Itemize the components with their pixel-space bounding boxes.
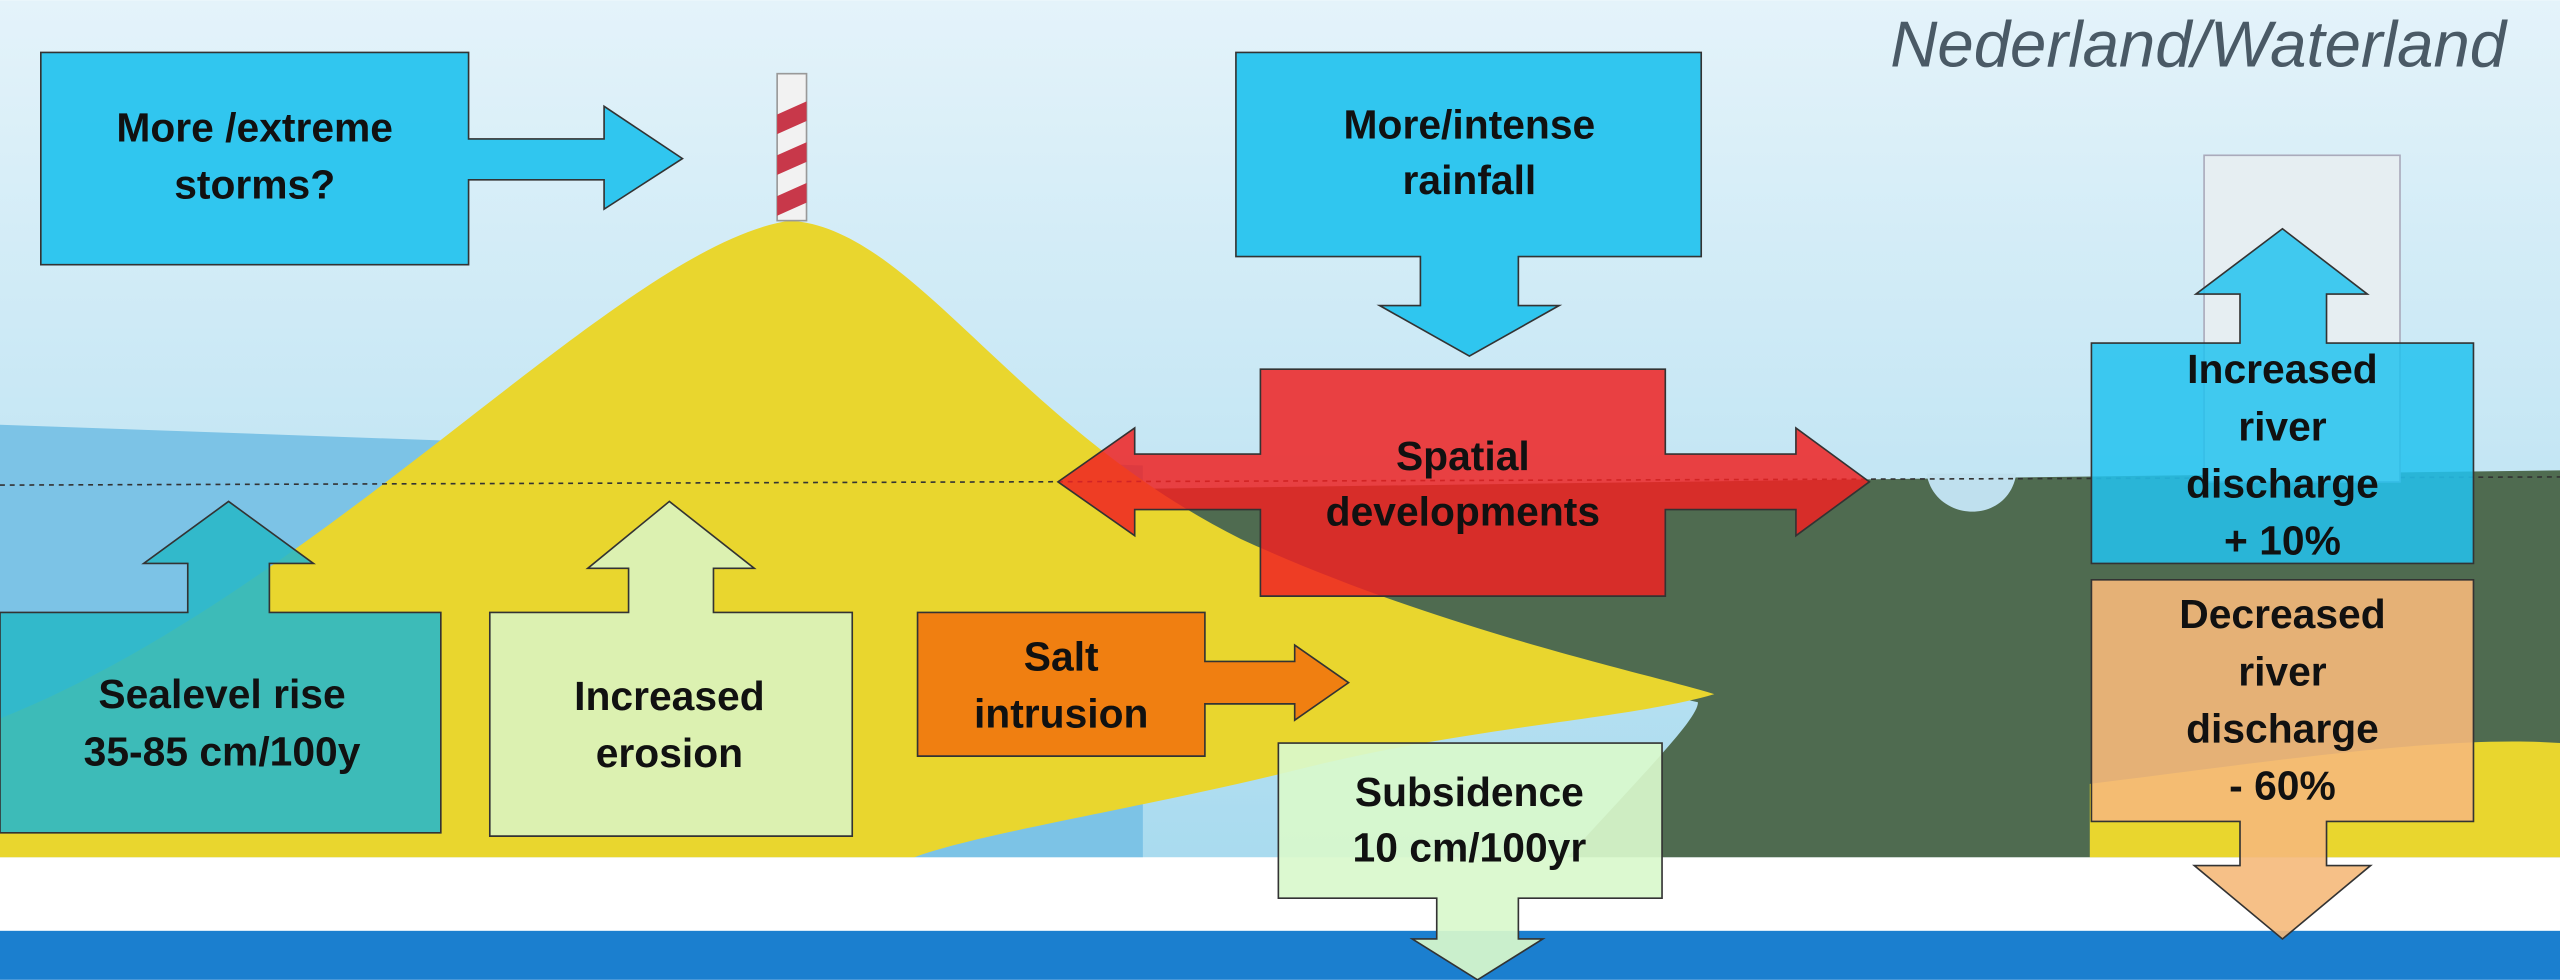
footer-bar [0, 931, 2560, 980]
label: river [2238, 403, 2327, 449]
label: developments [1326, 488, 1600, 534]
label: - 60% [2229, 763, 2336, 809]
label: Salt [1024, 634, 1099, 680]
label: storms? [174, 162, 335, 208]
label: river [2238, 648, 2327, 694]
slide: Nederland/Waterland More /extreme storms… [0, 0, 2560, 980]
label: discharge [2186, 461, 2379, 507]
label: discharge [2186, 705, 2379, 751]
label: More /extreme [116, 105, 393, 151]
label: intrusion [974, 691, 1149, 737]
label: erosion [596, 730, 743, 776]
label: Increased [2187, 346, 2378, 392]
label: + 10% [2224, 518, 2341, 564]
label: 10 cm/100yr [1353, 825, 1587, 871]
label: Increased [574, 673, 764, 719]
label: 35-85 cm/100y [84, 728, 361, 774]
label: Spatial [1396, 433, 1530, 479]
label: Subsidence [1355, 769, 1584, 815]
label: More/intense [1344, 101, 1596, 147]
label: Decreased [2179, 591, 2385, 637]
page: {"header": {"title": "Nederland/Waterlan… [0, 0, 2560, 980]
lighthouse-stripes [777, 101, 806, 215]
label: rainfall [1403, 157, 1537, 203]
title: Nederland/Waterland [1890, 7, 2509, 80]
label: Sealevel rise [98, 671, 345, 717]
